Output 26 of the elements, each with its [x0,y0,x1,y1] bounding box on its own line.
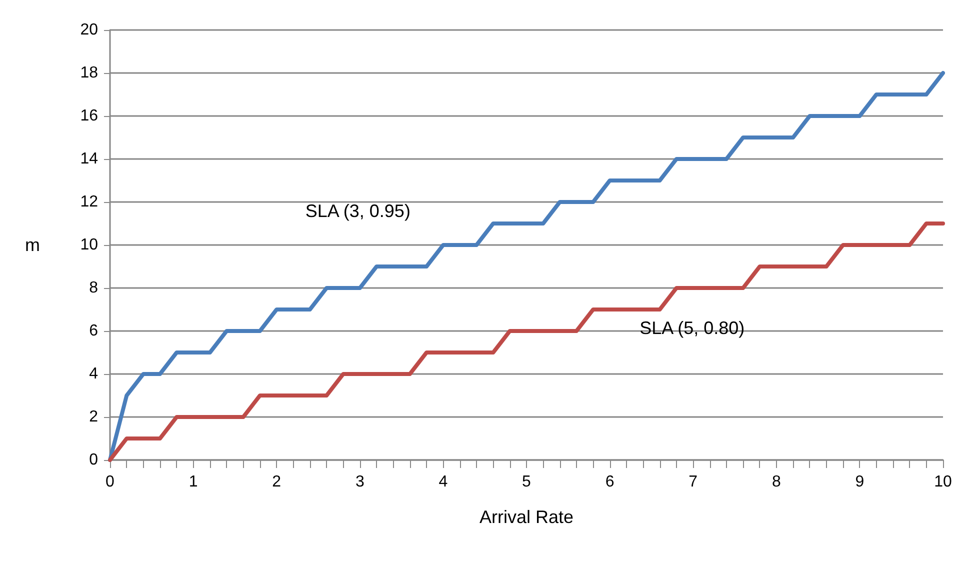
y-tick-label: 2 [89,408,98,426]
y-tick-label: 14 [80,150,98,168]
x-tick-label: 8 [772,474,781,490]
x-tick-label: 0 [106,474,115,490]
x-tick-label: 5 [522,474,532,490]
y-tick-label: 10 [80,236,98,254]
y-tick-label: 12 [80,194,98,210]
x-tick-label: 7 [688,474,698,490]
x-tick-label: 6 [605,474,614,490]
x-tick-label: 1 [188,474,198,490]
y-tick-label: 16 [80,108,98,124]
x-tick-label: 9 [855,474,864,490]
y-tick-label: 6 [89,322,98,340]
x-tick-label: 4 [438,474,448,490]
x-tick-label: 2 [272,474,282,490]
y-axis-title: m [25,235,40,255]
y-tick-label: 4 [89,366,98,382]
y-tick-label: 8 [89,280,98,296]
x-axis-title: Arrival Rate [479,507,574,527]
x-tick-label: 10 [934,474,952,490]
text: SLA (3, 0.95) [305,201,410,221]
y-tick-label: 0 [89,452,98,468]
y-tick-label: 20 [80,22,98,38]
y-tick-label: 18 [80,64,98,82]
x-tick-label: 3 [355,474,364,490]
series-label: SLA (5, 0.80) [640,318,745,338]
